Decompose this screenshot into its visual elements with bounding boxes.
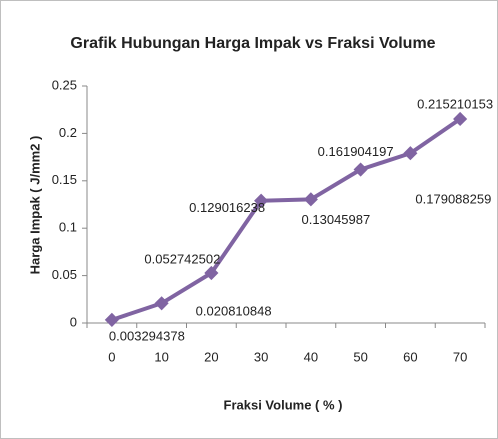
point-marker (453, 111, 468, 127)
chart-title: Grafik Hubungan Harga Impak vs Fraksi Vo… (70, 35, 435, 52)
point-marker (303, 192, 318, 207)
point-marker (104, 312, 119, 327)
y-tick-label: 0.1 (59, 220, 77, 235)
x-tick-label: 30 (254, 349, 268, 364)
point-marker (204, 265, 219, 281)
x-tick-label: 60 (403, 349, 417, 364)
point-marker (154, 296, 169, 311)
point-marker (353, 162, 368, 177)
x-tick-label: 10 (154, 349, 168, 364)
data-label: 0.052742502 (144, 251, 220, 266)
data-label: 0.020810848 (196, 304, 272, 319)
x-tick-label: 40 (304, 349, 318, 364)
data-label: 0.003294378 (109, 328, 185, 343)
data-label: 0.13045987 (302, 212, 371, 227)
data-label: 0.129016238 (189, 200, 265, 215)
y-tick-label: 0.05 (52, 267, 77, 282)
point-marker (254, 193, 269, 208)
data-label: 0.161904197 (318, 144, 394, 159)
data-label: 0.215210153 (417, 96, 493, 111)
y-tick-label: 0 (70, 314, 77, 329)
series-line (111, 117, 462, 322)
x-tick-label: 20 (204, 349, 218, 364)
x-tick-label: 0 (108, 349, 115, 364)
y-axis-title: Harga Impak ( J/mm2 ) (27, 136, 42, 275)
data-label: 0.179088259 (415, 192, 491, 207)
x-axis-title: Fraksi Volume ( % ) (224, 397, 343, 412)
x-tick-label: 70 (453, 349, 467, 364)
y-tick-label: 0.25 (52, 77, 77, 92)
y-tick-label: 0.2 (59, 125, 77, 140)
y-tick-label: 0.15 (52, 172, 77, 187)
x-tick-label: 50 (353, 349, 367, 364)
point-marker (403, 146, 418, 161)
